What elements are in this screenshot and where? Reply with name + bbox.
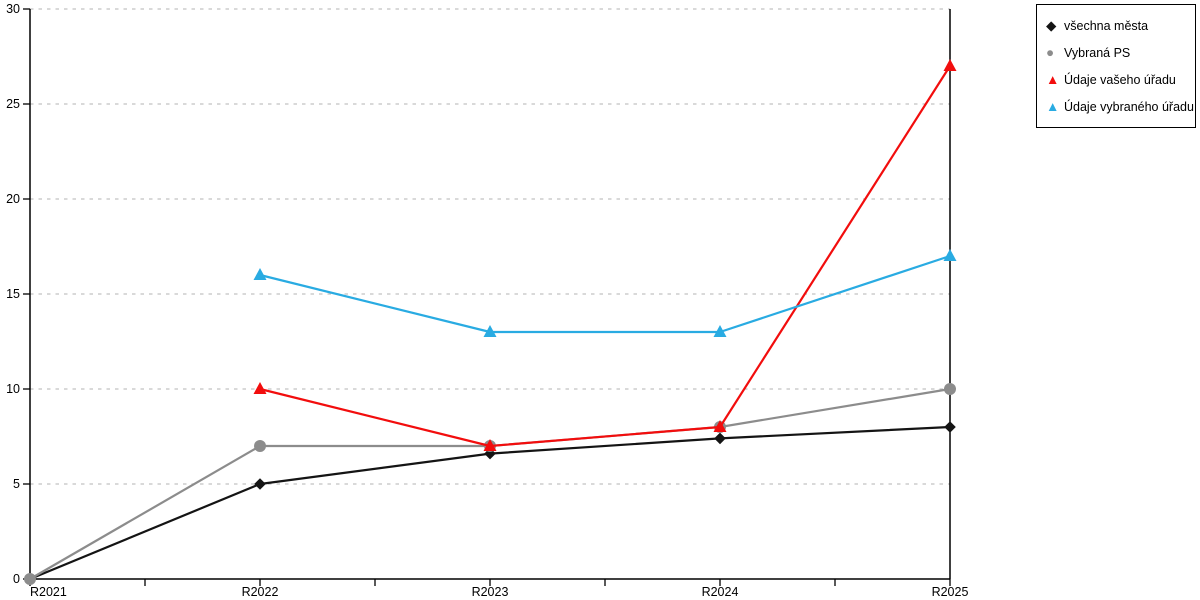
svg-text:R2022: R2022 bbox=[242, 585, 279, 599]
diamond-marker-icon: ◆ bbox=[1046, 17, 1057, 33]
svg-text:R2024: R2024 bbox=[702, 585, 739, 599]
legend-label: Vybraná PS bbox=[1064, 45, 1131, 60]
svg-text:5: 5 bbox=[13, 477, 20, 491]
legend-label: Údaje vybraného úřadu bbox=[1064, 99, 1194, 114]
svg-text:R2023: R2023 bbox=[472, 585, 509, 599]
svg-text:30: 30 bbox=[6, 2, 20, 16]
legend-label: všechna města bbox=[1064, 18, 1149, 33]
svg-text:10: 10 bbox=[6, 382, 20, 396]
svg-text:0: 0 bbox=[13, 572, 20, 586]
legend-item-udaje-vaseho-uradu: ▲ Údaje vašeho úřadu bbox=[1046, 66, 1191, 93]
svg-text:20: 20 bbox=[6, 192, 20, 206]
circle-marker-icon: ● bbox=[1046, 44, 1055, 60]
svg-text:R2025: R2025 bbox=[932, 585, 969, 599]
svg-text:R2021: R2021 bbox=[30, 585, 67, 599]
svg-text:25: 25 bbox=[6, 97, 20, 111]
legend-label: Údaje vašeho úřadu bbox=[1064, 72, 1176, 87]
triangle-marker-icon: ▲ bbox=[1046, 98, 1060, 114]
svg-text:15: 15 bbox=[6, 287, 20, 301]
legend: ◆ všechna města ● Vybraná PS ▲ Údaje vaš… bbox=[1036, 4, 1196, 128]
legend-item-vsechna-mesta: ◆ všechna města bbox=[1046, 12, 1191, 39]
legend-item-vybrana-ps: ● Vybraná PS bbox=[1046, 39, 1191, 66]
triangle-marker-icon: ▲ bbox=[1046, 71, 1060, 87]
legend-item-udaje-vybraneho-uradu: ▲ Údaje vybraného úřadu bbox=[1046, 93, 1194, 120]
